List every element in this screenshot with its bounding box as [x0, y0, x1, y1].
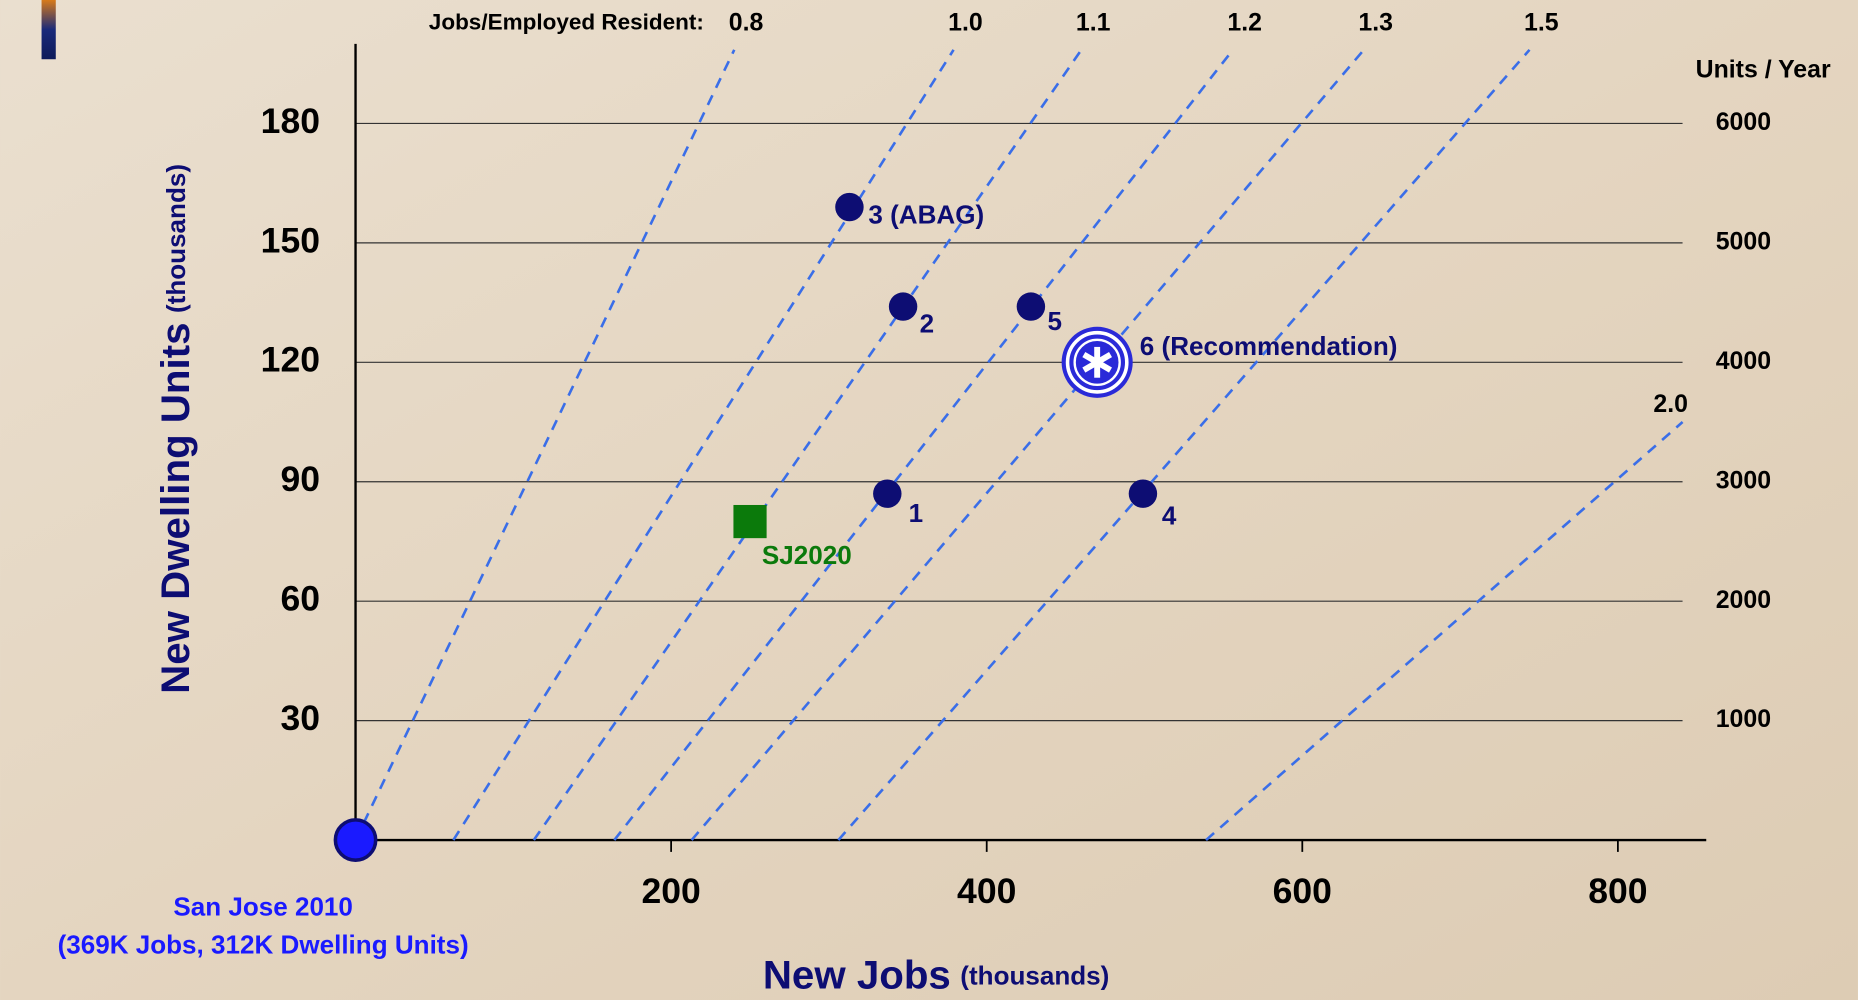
point-label: (369K Jobs, 312K Dwelling Units) — [58, 930, 469, 960]
point — [873, 479, 902, 508]
point-label: 1 — [909, 498, 924, 528]
ratio-line — [690, 48, 1365, 841]
ratio-line — [532, 49, 1083, 841]
y2-tick-label: 5000 — [1716, 227, 1771, 255]
ratio-label: 1.3 — [1358, 8, 1393, 36]
y2-tick-label: 2000 — [1716, 586, 1771, 614]
y-tick-label: 60 — [280, 579, 320, 619]
y-axis-title: New Dwelling Units (thousands) — [152, 164, 197, 694]
point-ring — [1065, 330, 1129, 394]
x-axis-title-main: New Jobs — [763, 952, 951, 997]
point — [888, 292, 918, 321]
point-label: 6 (Recommendation) — [1140, 331, 1398, 361]
point-label: 2 — [920, 308, 935, 338]
y-tick-label: 30 — [280, 698, 320, 738]
y2-tick-label: 4000 — [1716, 347, 1771, 375]
x-tick-label: 400 — [957, 871, 1016, 911]
y2-tick-label: 6000 — [1716, 108, 1771, 136]
point — [835, 192, 864, 222]
plot: 30 60 90 120 150 180 1000 2000 3000 4000 5000 6000 U… — [58, 8, 1831, 997]
ratio-label: 0.8 — [729, 8, 764, 36]
point-origin — [333, 818, 378, 862]
ratio-line — [837, 48, 1531, 841]
y2-tick-label: 3000 — [1716, 466, 1771, 494]
ratio-label: 1.0 — [948, 8, 983, 36]
y-axis-title-main: New Dwelling Units — [152, 322, 197, 693]
point — [1128, 479, 1158, 508]
decoration — [41, 0, 56, 60]
ratio-line — [452, 49, 955, 841]
asterisk-stroke — [1082, 352, 1112, 373]
y2-tick-label: 1000 — [1716, 705, 1771, 733]
ratio-label: 1.1 — [1076, 8, 1111, 36]
x-tick-label: 200 — [641, 871, 700, 911]
ratio-line — [354, 49, 736, 841]
point-label: 5 — [1047, 306, 1061, 336]
point-square — [733, 504, 767, 539]
ratio-title: Jobs/Employed Resident: — [429, 10, 704, 35]
y-axis-title-unit: (thousands) — [161, 164, 191, 313]
point — [1016, 292, 1046, 321]
point-label: San Jose 2010 — [173, 892, 353, 922]
y-tick-label: 120 — [261, 340, 320, 380]
x-axis-title-unit: (thousands) — [960, 960, 1109, 990]
ratio-label: 1.2 — [1227, 8, 1262, 36]
y-tick-label: 180 — [261, 101, 320, 141]
x-tick-label: 800 — [1588, 871, 1647, 911]
ratio-line — [613, 49, 1234, 841]
point-label: 4 — [1162, 500, 1177, 530]
ratio-label: 2.0 — [1653, 390, 1688, 418]
y-tick-label: 150 — [261, 220, 320, 260]
ratio-label: 1.5 — [1524, 8, 1559, 36]
y-tick-label: 90 — [280, 459, 320, 499]
point-label: SJ2020 — [762, 540, 852, 570]
point-label: 3 (ABAG) — [868, 199, 984, 229]
y2-axis-title: Units / Year — [1696, 56, 1831, 84]
x-tick-label: 600 — [1273, 871, 1332, 911]
x-axis-title: New Jobs (thousands) — [763, 952, 1109, 997]
